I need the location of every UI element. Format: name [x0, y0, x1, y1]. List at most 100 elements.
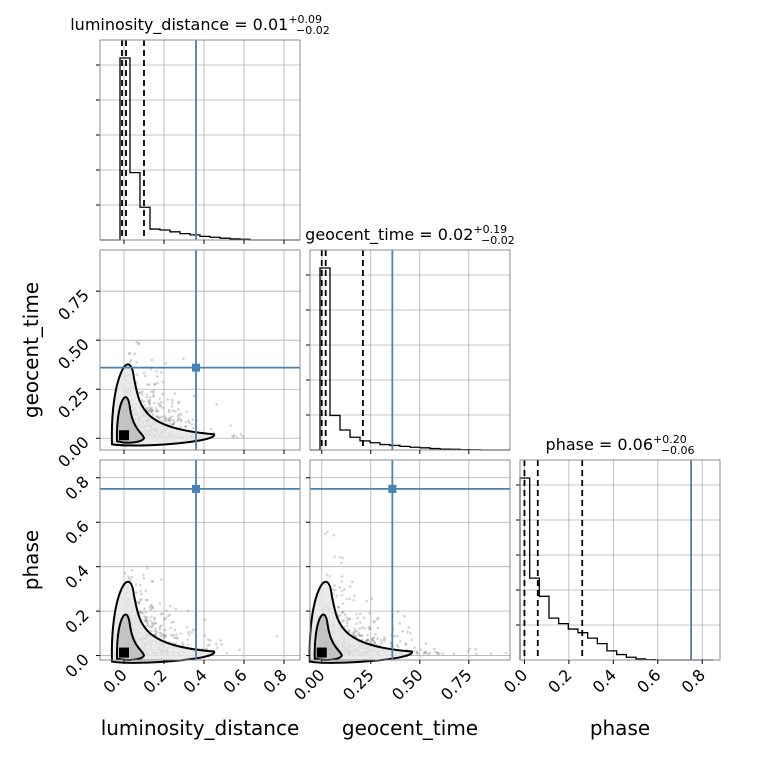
sample-point-geocent_time-vs-phase — [376, 626, 380, 630]
sample-point-luminosity_distance-vs-geocent_time — [147, 408, 151, 412]
sample-point-geocent_time-vs-phase — [347, 617, 351, 621]
xtick-label-phase-2: 0.4 — [589, 665, 620, 696]
sample-point-luminosity_distance-vs-phase — [164, 634, 167, 637]
sample-point-luminosity_distance-vs-phase — [186, 638, 190, 642]
sample-point-luminosity_distance-vs-geocent_time — [177, 400, 181, 404]
sample-point-luminosity_distance-vs-phase — [147, 624, 150, 627]
sample-point-luminosity_distance-vs-geocent_time — [150, 358, 154, 362]
sample-point-luminosity_distance-vs-geocent_time — [151, 408, 154, 412]
sample-point-luminosity_distance-vs-phase — [144, 615, 147, 619]
sample-point-luminosity_distance-vs-geocent_time — [239, 432, 243, 436]
sample-point-luminosity_distance-vs-geocent_time — [215, 403, 218, 406]
sample-point-luminosity_distance-vs-phase — [149, 603, 153, 607]
sample-point-luminosity_distance-vs-phase — [225, 651, 228, 655]
sample-point-geocent_time-vs-phase — [354, 622, 358, 625]
sample-point-geocent_time-vs-phase — [383, 636, 386, 639]
sample-point-luminosity_distance-vs-phase — [170, 634, 173, 637]
sample-point-luminosity_distance-vs-geocent_time — [229, 424, 232, 427]
histogram-geocent_time — [310, 267, 510, 451]
sample-point-luminosity_distance-vs-geocent_time — [158, 397, 162, 401]
sample-point-luminosity_distance-vs-phase — [154, 633, 157, 636]
sample-point-geocent_time-vs-phase — [504, 651, 508, 655]
sample-point-luminosity_distance-vs-phase — [146, 616, 149, 619]
xtick-label-phase-0: 0.0 — [500, 665, 531, 696]
sample-point-luminosity_distance-vs-phase — [206, 638, 210, 641]
sample-point-luminosity_distance-vs-geocent_time — [145, 396, 148, 399]
sample-point-luminosity_distance-vs-phase — [238, 648, 241, 652]
sample-point-luminosity_distance-vs-phase — [275, 635, 279, 638]
sample-point-luminosity_distance-vs-phase — [138, 601, 141, 604]
panel-frame-luminosity_distance-vs-geocent_time — [99, 249, 301, 451]
sample-point-geocent_time-vs-phase — [370, 637, 374, 641]
sample-point-geocent_time-vs-phase — [401, 630, 404, 633]
sample-point-geocent_time-vs-phase — [404, 642, 407, 646]
sample-point-luminosity_distance-vs-phase — [173, 636, 176, 640]
sample-point-luminosity_distance-vs-phase — [154, 621, 158, 625]
xtick-label-luminosity_distance-3: 0.6 — [219, 665, 250, 696]
sample-point-luminosity_distance-vs-geocent_time — [156, 375, 159, 378]
sample-point-luminosity_distance-vs-phase — [150, 621, 154, 625]
sample-point-luminosity_distance-vs-geocent_time — [156, 410, 159, 413]
sample-point-luminosity_distance-vs-phase — [190, 630, 194, 634]
sample-point-luminosity_distance-vs-phase — [181, 643, 185, 647]
sample-point-luminosity_distance-vs-phase — [163, 628, 167, 632]
sample-point-luminosity_distance-vs-geocent_time — [177, 413, 181, 416]
sample-point-geocent_time-vs-phase — [343, 613, 347, 616]
sample-point-luminosity_distance-vs-phase — [166, 614, 170, 618]
sample-point-geocent_time-vs-phase — [432, 647, 436, 651]
sample-point-geocent_time-vs-phase — [331, 588, 334, 592]
sample-point-luminosity_distance-vs-geocent_time — [180, 418, 183, 422]
sample-point-geocent_time-vs-phase — [340, 575, 344, 578]
sample-point-luminosity_distance-vs-geocent_time — [151, 413, 155, 417]
sample-point-luminosity_distance-vs-phase — [174, 642, 178, 645]
sample-point-geocent_time-vs-phase — [346, 618, 349, 622]
sample-point-luminosity_distance-vs-geocent_time — [147, 400, 151, 404]
sample-point-luminosity_distance-vs-geocent_time — [145, 383, 149, 386]
sample-point-geocent_time-vs-phase — [359, 634, 363, 637]
sample-point-luminosity_distance-vs-geocent_time — [151, 391, 155, 395]
sample-point-luminosity_distance-vs-phase — [138, 583, 142, 587]
sample-point-geocent_time-vs-phase — [345, 616, 348, 619]
sample-point-geocent_time-vs-phase — [409, 631, 412, 635]
sample-point-luminosity_distance-vs-phase — [139, 610, 143, 614]
sample-point-luminosity_distance-vs-phase — [179, 632, 183, 635]
sample-point-geocent_time-vs-phase — [466, 650, 470, 653]
sample-point-luminosity_distance-vs-geocent_time — [230, 435, 234, 438]
sample-point-luminosity_distance-vs-geocent_time — [192, 394, 196, 398]
sample-point-luminosity_distance-vs-geocent_time — [154, 409, 158, 412]
sample-point-geocent_time-vs-phase — [475, 652, 478, 656]
sample-point-geocent_time-vs-phase — [372, 636, 375, 639]
sample-point-geocent_time-vs-phase — [363, 627, 366, 630]
sample-point-luminosity_distance-vs-geocent_time — [169, 419, 172, 423]
sample-point-geocent_time-vs-phase — [372, 639, 376, 643]
sample-point-luminosity_distance-vs-geocent_time — [171, 423, 174, 426]
sample-point-luminosity_distance-vs-phase — [130, 568, 134, 572]
sample-point-luminosity_distance-vs-phase — [158, 631, 161, 635]
sample-point-geocent_time-vs-phase — [325, 573, 329, 577]
sample-point-geocent_time-vs-phase — [415, 651, 419, 654]
sample-point-luminosity_distance-vs-phase — [163, 633, 166, 637]
sample-point-luminosity_distance-vs-geocent_time — [150, 411, 153, 414]
sample-point-luminosity_distance-vs-geocent_time — [164, 419, 167, 423]
xtick-label-luminosity_distance-1: 0.2 — [139, 665, 170, 696]
sample-point-geocent_time-vs-phase — [407, 626, 411, 629]
sample-point-luminosity_distance-vs-geocent_time — [149, 390, 153, 394]
sample-point-luminosity_distance-vs-geocent_time — [155, 414, 159, 418]
sample-point-luminosity_distance-vs-phase — [144, 617, 148, 621]
sample-point-geocent_time-vs-phase — [348, 585, 352, 588]
sample-point-luminosity_distance-vs-geocent_time — [159, 401, 163, 404]
sample-point-luminosity_distance-vs-phase — [187, 631, 190, 634]
ytick-label-phase-1: 0.2 — [61, 606, 92, 637]
sample-point-luminosity_distance-vs-phase — [165, 609, 168, 612]
sample-point-geocent_time-vs-phase — [368, 611, 371, 615]
sample-point-luminosity_distance-vs-geocent_time — [128, 360, 132, 364]
sample-point-luminosity_distance-vs-geocent_time — [158, 417, 161, 420]
sample-point-luminosity_distance-vs-phase — [130, 575, 134, 579]
sample-point-luminosity_distance-vs-phase — [159, 578, 163, 581]
sample-point-geocent_time-vs-phase — [358, 621, 362, 624]
sample-point-luminosity_distance-vs-geocent_time — [129, 358, 133, 362]
sample-point-luminosity_distance-vs-phase — [220, 643, 223, 646]
sample-point-luminosity_distance-vs-geocent_time — [176, 414, 180, 418]
sample-point-luminosity_distance-vs-phase — [159, 635, 163, 638]
